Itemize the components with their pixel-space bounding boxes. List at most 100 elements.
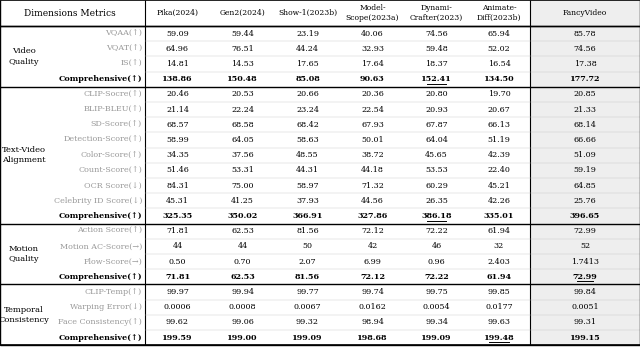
Text: 20.66: 20.66 xyxy=(296,91,319,98)
Text: 20.46: 20.46 xyxy=(166,91,189,98)
Text: 99.06: 99.06 xyxy=(231,318,254,326)
Text: 22.40: 22.40 xyxy=(488,166,511,174)
Text: 53.31: 53.31 xyxy=(231,166,254,174)
Text: 59.19: 59.19 xyxy=(573,166,596,174)
Text: 20.36: 20.36 xyxy=(361,91,384,98)
Text: 72.12: 72.12 xyxy=(361,227,384,235)
Text: 51.19: 51.19 xyxy=(488,136,511,144)
Text: 99.77: 99.77 xyxy=(296,288,319,296)
Text: Motion
Quality: Motion Quality xyxy=(8,245,39,263)
Text: 386.18: 386.18 xyxy=(421,212,452,220)
Text: 23.24: 23.24 xyxy=(296,106,319,113)
Text: 60.29: 60.29 xyxy=(425,182,448,190)
Text: Comprehensive(↑): Comprehensive(↑) xyxy=(58,334,142,342)
Text: 44.18: 44.18 xyxy=(361,166,384,174)
Text: IS(↑): IS(↑) xyxy=(120,60,142,68)
Text: 20.85: 20.85 xyxy=(573,91,596,98)
Text: Color-Score(↑): Color-Score(↑) xyxy=(81,151,142,159)
Text: 64.85: 64.85 xyxy=(573,182,596,190)
Text: 75.00: 75.00 xyxy=(231,182,253,190)
Text: 16.54: 16.54 xyxy=(488,60,511,68)
Text: Action Score(↑): Action Score(↑) xyxy=(77,227,142,235)
Text: 23.19: 23.19 xyxy=(296,30,319,38)
Text: 2.07: 2.07 xyxy=(299,258,316,266)
Text: 396.65: 396.65 xyxy=(570,212,600,220)
Text: 72.22: 72.22 xyxy=(424,273,449,281)
Text: 32: 32 xyxy=(494,242,504,250)
Text: 20.93: 20.93 xyxy=(425,106,448,113)
Text: Warping Error(↓): Warping Error(↓) xyxy=(70,303,142,311)
Text: 74.56: 74.56 xyxy=(425,30,448,38)
Text: 66.66: 66.66 xyxy=(573,136,596,144)
Text: 99.97: 99.97 xyxy=(166,288,189,296)
Text: Comprehensive(↑): Comprehensive(↑) xyxy=(58,75,142,83)
Text: 44: 44 xyxy=(237,242,248,250)
Text: 0.0162: 0.0162 xyxy=(358,303,387,311)
Text: 44.24: 44.24 xyxy=(296,45,319,53)
Text: 67.93: 67.93 xyxy=(361,121,384,129)
Text: 59.48: 59.48 xyxy=(425,45,448,53)
Text: 68.58: 68.58 xyxy=(231,121,254,129)
Text: 1.7413: 1.7413 xyxy=(571,258,599,266)
Text: 99.31: 99.31 xyxy=(573,318,596,326)
Text: 99.85: 99.85 xyxy=(488,288,510,296)
Text: 99.84: 99.84 xyxy=(573,288,596,296)
Text: 99.63: 99.63 xyxy=(488,318,511,326)
Text: 99.94: 99.94 xyxy=(231,288,254,296)
Text: 2.403: 2.403 xyxy=(488,258,511,266)
Text: 20.67: 20.67 xyxy=(488,106,510,113)
Text: 84.31: 84.31 xyxy=(166,182,189,190)
Text: 51.46: 51.46 xyxy=(166,166,189,174)
Text: 6.99: 6.99 xyxy=(364,258,381,266)
Text: Diff(2023b): Diff(2023b) xyxy=(477,14,521,22)
Text: 71.32: 71.32 xyxy=(361,182,384,190)
Text: 44.56: 44.56 xyxy=(361,197,384,205)
Text: 81.56: 81.56 xyxy=(296,227,319,235)
Text: 199.09: 199.09 xyxy=(421,334,452,342)
Text: 46: 46 xyxy=(431,242,442,250)
Text: Pika(2024): Pika(2024) xyxy=(157,9,198,17)
Text: 45.65: 45.65 xyxy=(425,151,448,159)
Text: 17.38: 17.38 xyxy=(573,60,596,68)
Text: 26.35: 26.35 xyxy=(425,197,448,205)
Text: Face Consistency(↑): Face Consistency(↑) xyxy=(58,318,142,326)
Text: 14.53: 14.53 xyxy=(231,60,254,68)
Text: 20.53: 20.53 xyxy=(231,91,254,98)
Text: Video
Quality: Video Quality xyxy=(8,47,39,66)
Text: 350.02: 350.02 xyxy=(227,212,258,220)
Text: 42.39: 42.39 xyxy=(488,151,511,159)
Text: 90.63: 90.63 xyxy=(360,75,385,83)
Text: 59.09: 59.09 xyxy=(166,30,189,38)
Text: 62.53: 62.53 xyxy=(231,227,254,235)
Text: 199.48: 199.48 xyxy=(484,334,515,342)
Text: 22.54: 22.54 xyxy=(361,106,384,113)
Text: 59.44: 59.44 xyxy=(231,30,254,38)
Text: Flow-Score(→): Flow-Score(→) xyxy=(83,258,142,266)
Text: 68.57: 68.57 xyxy=(166,121,189,129)
Text: 21.14: 21.14 xyxy=(166,106,189,113)
Text: 71.81: 71.81 xyxy=(165,273,190,281)
Text: 42.26: 42.26 xyxy=(488,197,511,205)
Text: 72.99: 72.99 xyxy=(573,227,596,235)
Text: 48.55: 48.55 xyxy=(296,151,319,159)
Text: 72.12: 72.12 xyxy=(360,273,385,281)
Text: Temporal
Consistency: Temporal Consistency xyxy=(0,306,49,324)
Text: 99.74: 99.74 xyxy=(361,288,384,296)
Text: 51.09: 51.09 xyxy=(573,151,596,159)
Text: 0.70: 0.70 xyxy=(234,258,252,266)
Text: 325.35: 325.35 xyxy=(163,212,193,220)
Text: 0.0008: 0.0008 xyxy=(228,303,256,311)
Text: 68.42: 68.42 xyxy=(296,121,319,129)
Text: 37.93: 37.93 xyxy=(296,197,319,205)
Text: 0.0177: 0.0177 xyxy=(485,303,513,311)
Text: 66.13: 66.13 xyxy=(488,121,511,129)
Text: Model-: Model- xyxy=(359,4,386,12)
Text: VQAA(↑): VQAA(↑) xyxy=(105,30,142,38)
Text: 198.68: 198.68 xyxy=(357,334,388,342)
Text: 50.01: 50.01 xyxy=(361,136,384,144)
Text: 14.81: 14.81 xyxy=(166,60,189,68)
Text: 17.65: 17.65 xyxy=(296,60,319,68)
Text: Show-1(2023b): Show-1(2023b) xyxy=(278,9,337,17)
Text: 99.75: 99.75 xyxy=(425,288,448,296)
Text: 58.97: 58.97 xyxy=(296,182,319,190)
